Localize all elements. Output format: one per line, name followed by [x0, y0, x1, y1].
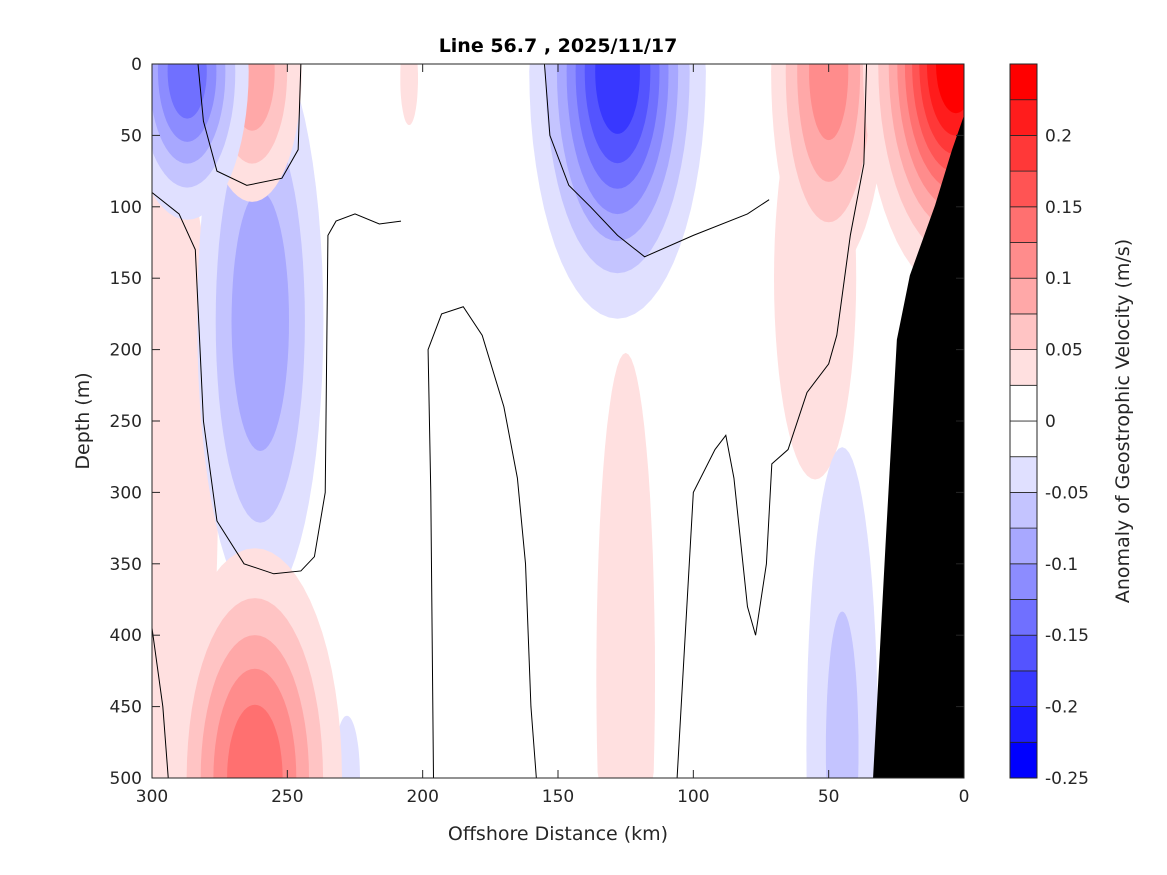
- colorbar-band: [1009, 670, 1038, 708]
- colorbar-tick-label: 0.05: [1045, 341, 1083, 361]
- colorbar-band: [1009, 456, 1038, 493]
- colorbar-band: [1009, 63, 1038, 101]
- positive-anomaly-band: [809, 64, 849, 141]
- colorbar-band: [1009, 563, 1038, 600]
- colorbar-band: [1009, 313, 1038, 350]
- x-tick-label: 300: [136, 787, 168, 807]
- positive-anomaly-band: [596, 352, 655, 778]
- x-tick-label: 0: [959, 787, 970, 807]
- y-tick-label: 350: [110, 555, 142, 575]
- colorbar-band: [1009, 206, 1038, 243]
- zero-contour-line: [197, 64, 302, 186]
- negative-anomaly-band: [167, 64, 207, 119]
- zero-contour-line: [427, 306, 537, 778]
- zero-contour-lines: [152, 64, 868, 778]
- x-axis: 300 250 200 150 100 50 0: [136, 64, 970, 807]
- colorbar-label: Anomaly of Geostrophic Velocity (m/s): [1112, 239, 1134, 603]
- colorbar-tick-label: 0.1: [1045, 269, 1072, 289]
- colorbar-band: [1009, 242, 1038, 279]
- x-tick-label: 100: [677, 787, 709, 807]
- zero-contour-line: [676, 64, 868, 778]
- colorbar-band: [1009, 99, 1038, 136]
- colorbar-band: [1009, 420, 1038, 458]
- y-tick-label: 250: [110, 412, 142, 432]
- y-tick-label: 450: [110, 698, 142, 718]
- colorbar-band: [1009, 170, 1038, 208]
- colorbar-tick-label: -0.15: [1045, 626, 1089, 646]
- colorbar-tick-label: 0.15: [1045, 198, 1083, 218]
- colorbar-band: [1009, 706, 1038, 743]
- y-axis-label: Depth (m): [72, 372, 94, 469]
- x-tick-label: 250: [271, 787, 303, 807]
- y-tick-label: 300: [110, 483, 142, 503]
- colorbar-band: [1009, 349, 1038, 386]
- colorbar-tick-label: -0.25: [1045, 769, 1089, 789]
- zero-contour-line: [152, 627, 169, 778]
- contour-field: [152, 64, 964, 778]
- zero-contour-line: [152, 192, 402, 575]
- negative-anomaly-band: [595, 64, 640, 134]
- positive-anomaly-band: [400, 64, 418, 126]
- x-axis-label: Offshore Distance (km): [448, 823, 668, 845]
- y-tick-label: 500: [110, 769, 142, 789]
- colorbar-tick-label: 0.2: [1045, 126, 1072, 146]
- colorbar-band: [1009, 527, 1038, 565]
- colorbar-band: [1009, 491, 1038, 529]
- y-tick-label: 50: [120, 126, 142, 146]
- colorbar-tick-label: 0: [1045, 412, 1056, 432]
- colorbar-band: [1009, 277, 1038, 315]
- y-tick-label: 100: [110, 198, 142, 218]
- colorbar-tick-label: -0.2: [1045, 698, 1078, 718]
- chart-title: Line 56.7 , 2025/11/17: [439, 35, 678, 57]
- y-tick-label: 150: [110, 269, 142, 289]
- negative-anomaly-band: [825, 611, 859, 778]
- colorbar-tick-label: -0.05: [1045, 483, 1089, 503]
- colorbar-tick-label: -0.1: [1045, 555, 1078, 575]
- x-tick-label: 150: [542, 787, 574, 807]
- y-tick-label: 0: [131, 55, 142, 75]
- positive-anomaly-band: [936, 64, 964, 114]
- colorbar-frame: [1009, 63, 1038, 779]
- y-tick-label: 400: [110, 626, 142, 646]
- colorbar-band: [1009, 384, 1038, 422]
- colorbar-band: [1009, 134, 1038, 172]
- colorbar-band: [1009, 599, 1038, 636]
- bathymetry: [873, 115, 964, 778]
- colorbar: 0.2 0.15 0.1 0.05 0 -0.05 -0.1 -0.15 -0.2 -0.25: [1009, 63, 1089, 789]
- colorbar-band: [1009, 634, 1038, 672]
- y-axis: 0 50 100 150 200 250 300 350 400 450 500: [110, 55, 964, 789]
- zero-contour-line: [543, 64, 770, 258]
- x-tick-label: 200: [406, 787, 438, 807]
- bathymetry-polygon: [873, 115, 964, 778]
- y-tick-label: 200: [110, 341, 142, 361]
- positive-anomaly-band: [227, 704, 283, 778]
- x-tick-label: 50: [818, 787, 840, 807]
- negative-anomaly-band: [231, 191, 289, 451]
- colorbar-band: [1009, 741, 1038, 779]
